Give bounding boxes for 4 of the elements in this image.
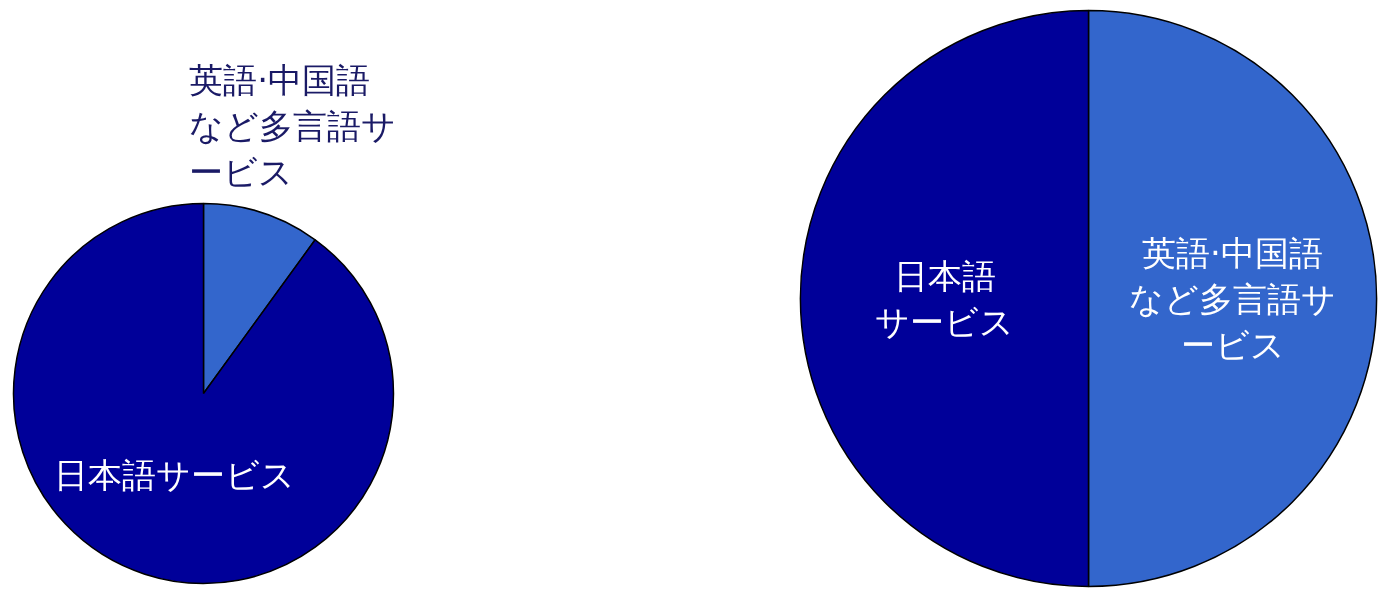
- slice-label: 英語·中国語など多言語サービス: [1129, 232, 1336, 365]
- slice-label: 日本語サービス: [53, 454, 295, 495]
- slice-label: 日本語サービス: [875, 255, 1014, 342]
- slice-label: 英語·中国語など多言語サービス: [189, 59, 397, 192]
